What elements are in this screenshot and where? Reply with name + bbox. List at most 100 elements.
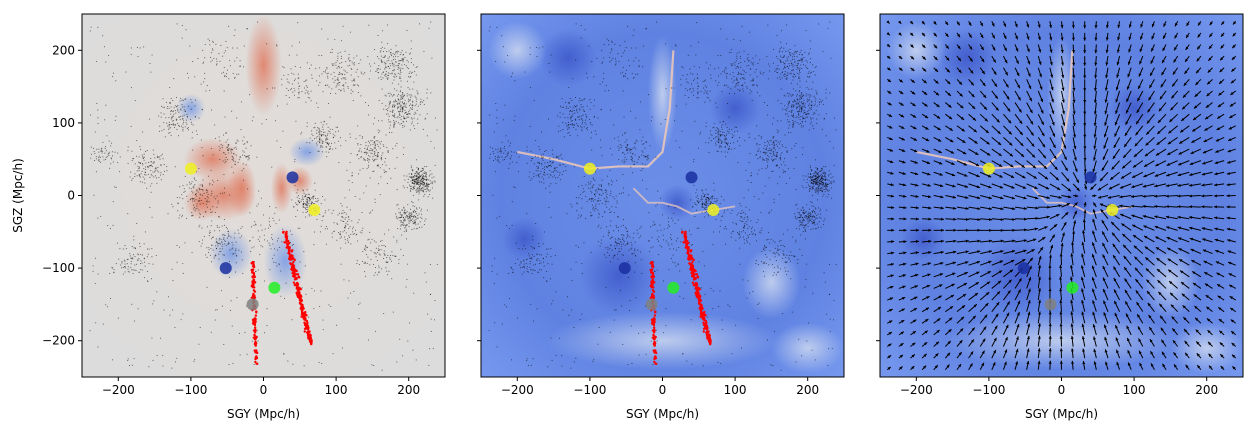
galaxy-point	[410, 107, 412, 109]
galaxy-point	[766, 140, 768, 142]
galaxy-point	[336, 223, 338, 225]
galaxy-point	[819, 183, 821, 185]
galaxy-point	[277, 237, 279, 239]
galaxy-point	[769, 65, 771, 67]
galaxy-point	[374, 142, 376, 144]
galaxy-point	[809, 180, 811, 182]
galaxy-point	[398, 102, 400, 104]
galaxy-point	[270, 248, 272, 250]
galaxy-point	[809, 107, 811, 109]
galaxy-point	[304, 194, 306, 196]
galaxy-point	[411, 201, 413, 203]
galaxy-point	[377, 71, 379, 73]
galaxy-point	[714, 137, 716, 139]
galaxy-point	[223, 254, 225, 256]
galaxy-point	[396, 239, 398, 241]
galaxy-point	[402, 223, 404, 225]
galaxy-point	[401, 209, 403, 211]
galaxy-point	[326, 138, 328, 140]
galaxy-point	[317, 140, 319, 142]
galaxy-point	[805, 175, 807, 177]
galaxy-point	[398, 106, 400, 108]
galaxy-point	[222, 254, 224, 256]
galaxy-point	[392, 56, 394, 58]
galaxy-point	[386, 50, 388, 52]
galaxy-point	[787, 115, 789, 117]
galaxy-point	[812, 183, 814, 185]
galaxy-point	[399, 101, 401, 103]
galaxy-point	[195, 99, 197, 101]
galaxy-point	[797, 83, 799, 85]
galaxy-point	[400, 104, 402, 106]
galaxy-point	[103, 159, 105, 161]
galaxy-point	[703, 202, 705, 204]
galaxy-point	[808, 76, 810, 78]
galaxy-point	[531, 177, 533, 179]
galaxy-point	[410, 173, 412, 175]
galaxy-point	[550, 164, 552, 166]
galaxy-point	[801, 126, 803, 128]
trail-point	[253, 290, 257, 293]
galaxy-point	[597, 226, 599, 228]
galaxy-point	[810, 121, 812, 123]
trail-point	[254, 329, 257, 333]
galaxy-point	[208, 235, 210, 237]
galaxy-point	[809, 189, 811, 191]
galaxy-point	[724, 243, 726, 245]
galaxy-point	[809, 176, 811, 178]
galaxy-point	[337, 130, 339, 132]
galaxy-point	[719, 134, 721, 136]
galaxy-point	[816, 177, 818, 179]
galaxy-point	[694, 202, 696, 204]
galaxy-point	[417, 217, 419, 219]
galaxy-point	[715, 136, 717, 138]
galaxy-point	[345, 82, 347, 84]
galaxy-point	[406, 120, 408, 122]
galaxy-point	[92, 265, 94, 267]
galaxy-point	[399, 77, 401, 79]
galaxy-point	[392, 105, 394, 107]
galaxy-point	[763, 151, 765, 153]
galaxy-point	[750, 172, 752, 174]
galaxy-point	[394, 74, 396, 76]
galaxy-point	[327, 143, 329, 145]
galaxy-point	[201, 186, 203, 188]
galaxy-point	[223, 173, 225, 175]
galaxy-point	[785, 147, 787, 149]
galaxy-point	[148, 366, 150, 368]
galaxy-point	[408, 72, 410, 74]
galaxy-point	[236, 57, 238, 59]
galaxy-point	[234, 77, 236, 79]
galaxy-point	[711, 196, 713, 198]
galaxy-point	[400, 248, 402, 250]
galaxy-point	[792, 66, 794, 68]
galaxy-point	[791, 105, 793, 107]
galaxy-point	[336, 222, 338, 224]
galaxy-point	[329, 132, 331, 134]
galaxy-point	[137, 253, 139, 255]
galaxy-point	[344, 236, 346, 238]
galaxy-point	[150, 173, 152, 175]
galaxy-point	[782, 169, 784, 171]
galaxy-point	[214, 255, 216, 257]
galaxy-point	[817, 174, 819, 176]
galaxy-point	[412, 169, 414, 171]
galaxy-point	[222, 160, 224, 162]
galaxy-point	[199, 184, 201, 186]
galaxy-point	[525, 259, 527, 261]
galaxy-point	[197, 191, 199, 193]
galaxy-point	[278, 263, 280, 265]
galaxy-point	[784, 171, 786, 173]
galaxy-point	[723, 69, 725, 71]
galaxy-point	[789, 53, 791, 55]
galaxy-point	[277, 105, 279, 107]
galaxy-point	[413, 180, 415, 182]
galaxy-point	[326, 143, 328, 145]
galaxy-point	[376, 68, 378, 70]
galaxy-point	[820, 189, 822, 191]
galaxy-point	[349, 161, 351, 163]
galaxy-point	[358, 303, 360, 305]
galaxy-point	[307, 206, 309, 208]
galaxy-point	[789, 48, 791, 50]
galaxy-point	[351, 220, 353, 222]
